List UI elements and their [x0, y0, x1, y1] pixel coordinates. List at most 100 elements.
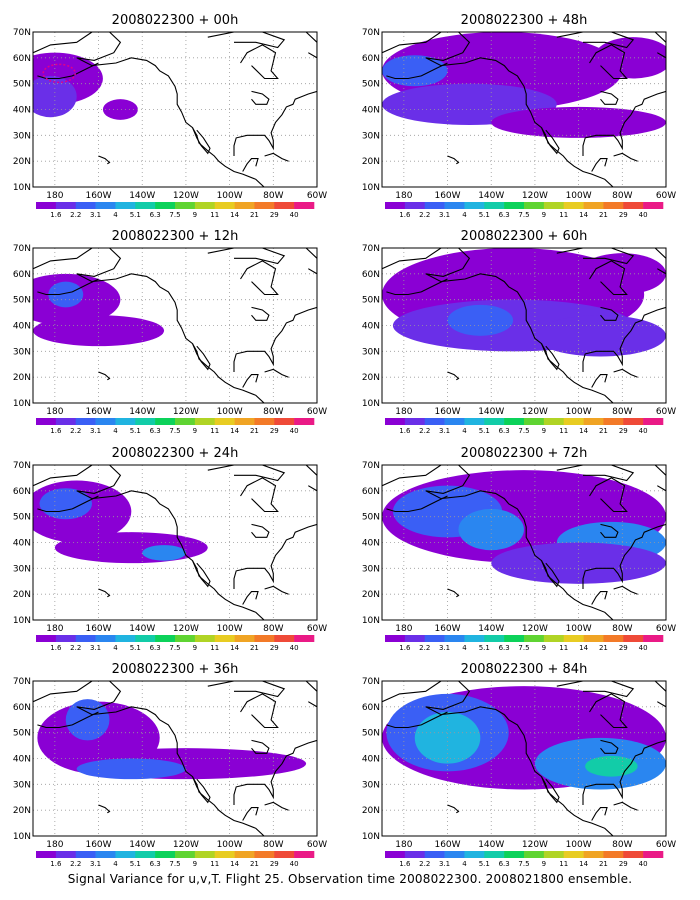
- lat-tick-label: 50N: [362, 296, 380, 306]
- lon-tick-label: 80W: [612, 407, 632, 417]
- coastline: [33, 248, 265, 403]
- panel-title: 2008022300 + 24h: [112, 446, 239, 461]
- map-panel: 2008022300 + 60h 70N 60N 50N 40N 30N 20N 10N 180…: [362, 229, 676, 435]
- colorbar-label: 9: [193, 211, 197, 219]
- colorbar-swatch: [294, 851, 315, 858]
- coastline: [591, 807, 608, 821]
- lon-tick-label: 100W: [566, 407, 592, 417]
- lat-tick-label: 50N: [362, 729, 380, 739]
- colorbar-swatch: [385, 635, 406, 642]
- variance-contour: [33, 315, 165, 347]
- coastline: [251, 90, 270, 105]
- colorbar-label: 4: [462, 860, 467, 868]
- colorbar-label: 11: [559, 860, 568, 868]
- lat-tick-label: 20N: [13, 806, 31, 816]
- lon-tick-label: 60W: [307, 407, 327, 417]
- colorbar-label: 29: [619, 211, 628, 219]
- lon-tick-label: 160W: [85, 840, 111, 850]
- colorbar-swatch: [294, 418, 315, 425]
- lon-tick-label: 120W: [522, 407, 548, 417]
- colorbar-swatch: [404, 851, 426, 858]
- colorbar-label: 9: [193, 644, 197, 652]
- coastline: [33, 465, 265, 620]
- colorbar-label: 14: [579, 211, 588, 219]
- colorbar-label: 40: [639, 644, 648, 652]
- colorbar-swatch: [643, 202, 664, 209]
- map-panel: 2008022300 + 72h 70N 60N 50N 40N 30N 20N 10N 180…: [362, 446, 676, 652]
- colorbar-swatch: [194, 635, 216, 642]
- variance-contour: [54, 532, 208, 564]
- coastline: [242, 158, 259, 172]
- colorbar-label: 2.2: [419, 860, 430, 868]
- colorbar-label: 2.2: [70, 644, 81, 652]
- colorbar-swatch: [294, 635, 315, 642]
- coastline: [386, 711, 448, 729]
- colorbar-label: 3.1: [90, 644, 101, 652]
- coastline: [264, 152, 289, 162]
- lat-tick-label: 60N: [362, 270, 380, 280]
- variance-contour: [447, 304, 514, 336]
- lat-tick-label: 50N: [13, 729, 31, 739]
- colorbar-label: 40: [290, 860, 299, 868]
- colorbar-swatch: [623, 635, 644, 642]
- lat-tick-label: 50N: [13, 80, 31, 90]
- lon-tick-label: 60W: [307, 624, 327, 634]
- colorbar-swatch: [504, 202, 525, 209]
- colorbar-swatch: [254, 202, 275, 209]
- coastline: [556, 248, 635, 265]
- coastline: [264, 368, 289, 378]
- lon-tick-label: 160W: [434, 624, 460, 634]
- colorbar-swatch: [175, 202, 196, 209]
- colorbar-swatch: [214, 851, 235, 858]
- lon-tick-label: 160W: [434, 840, 460, 850]
- map-frame: [32, 247, 318, 404]
- lat-tick-label: 40N: [13, 755, 31, 765]
- coastline: [242, 374, 259, 388]
- colorbar-label: 5.1: [130, 211, 141, 219]
- colorbar-label: 6.3: [150, 427, 161, 435]
- colorbar-swatch: [603, 635, 624, 642]
- colorbar-swatch: [274, 851, 295, 858]
- colorbar-label: 11: [210, 860, 219, 868]
- coastline: [654, 32, 666, 59]
- coastline: [242, 807, 259, 821]
- colorbar-swatch: [603, 851, 624, 858]
- colorbar-label: 14: [230, 644, 239, 652]
- lon-tick-label: 100W: [566, 840, 592, 850]
- coastline: [37, 278, 99, 296]
- colorbar-swatch: [603, 418, 624, 425]
- coastline: [191, 343, 211, 371]
- colorbar-swatch: [55, 418, 77, 425]
- coastline: [233, 306, 317, 372]
- colorbar-label: 11: [210, 427, 219, 435]
- lon-tick-label: 160W: [434, 407, 460, 417]
- colorbar-label: 1.6: [399, 644, 411, 652]
- lat-tick-label: 70N: [13, 28, 31, 38]
- coastline: [305, 465, 317, 492]
- colorbar-label: 1.6: [399, 860, 411, 868]
- lon-tick-label: 80W: [263, 407, 283, 417]
- coastline: [305, 248, 317, 275]
- lon-tick-label: 80W: [612, 840, 632, 850]
- colorbar-swatch: [583, 635, 604, 642]
- colorbar-label: 6.3: [499, 211, 510, 219]
- panel-title: 2008022300 + 00h: [112, 13, 239, 28]
- colorbar-label: 9: [542, 860, 546, 868]
- lon-tick-label: 180: [395, 191, 412, 201]
- lon-tick-label: 80W: [263, 191, 283, 201]
- colorbar-label: 9: [542, 644, 546, 652]
- colorbar-label: 5.1: [130, 427, 141, 435]
- coastline: [207, 681, 286, 698]
- variance-contour: [142, 545, 186, 561]
- colorbar-label: 21: [250, 427, 259, 435]
- map-panel: 2008022300 + 24h 70N 60N 50N 40N 30N 20N 10N 180…: [13, 446, 327, 652]
- colorbar-swatch: [135, 851, 156, 858]
- colorbar-swatch: [444, 202, 465, 209]
- coastline: [33, 32, 265, 187]
- colorbar-swatch: [643, 851, 664, 858]
- coastline: [447, 804, 460, 814]
- colorbar-swatch: [583, 851, 604, 858]
- colorbar-swatch: [75, 851, 96, 858]
- colorbar-swatch: [484, 635, 505, 642]
